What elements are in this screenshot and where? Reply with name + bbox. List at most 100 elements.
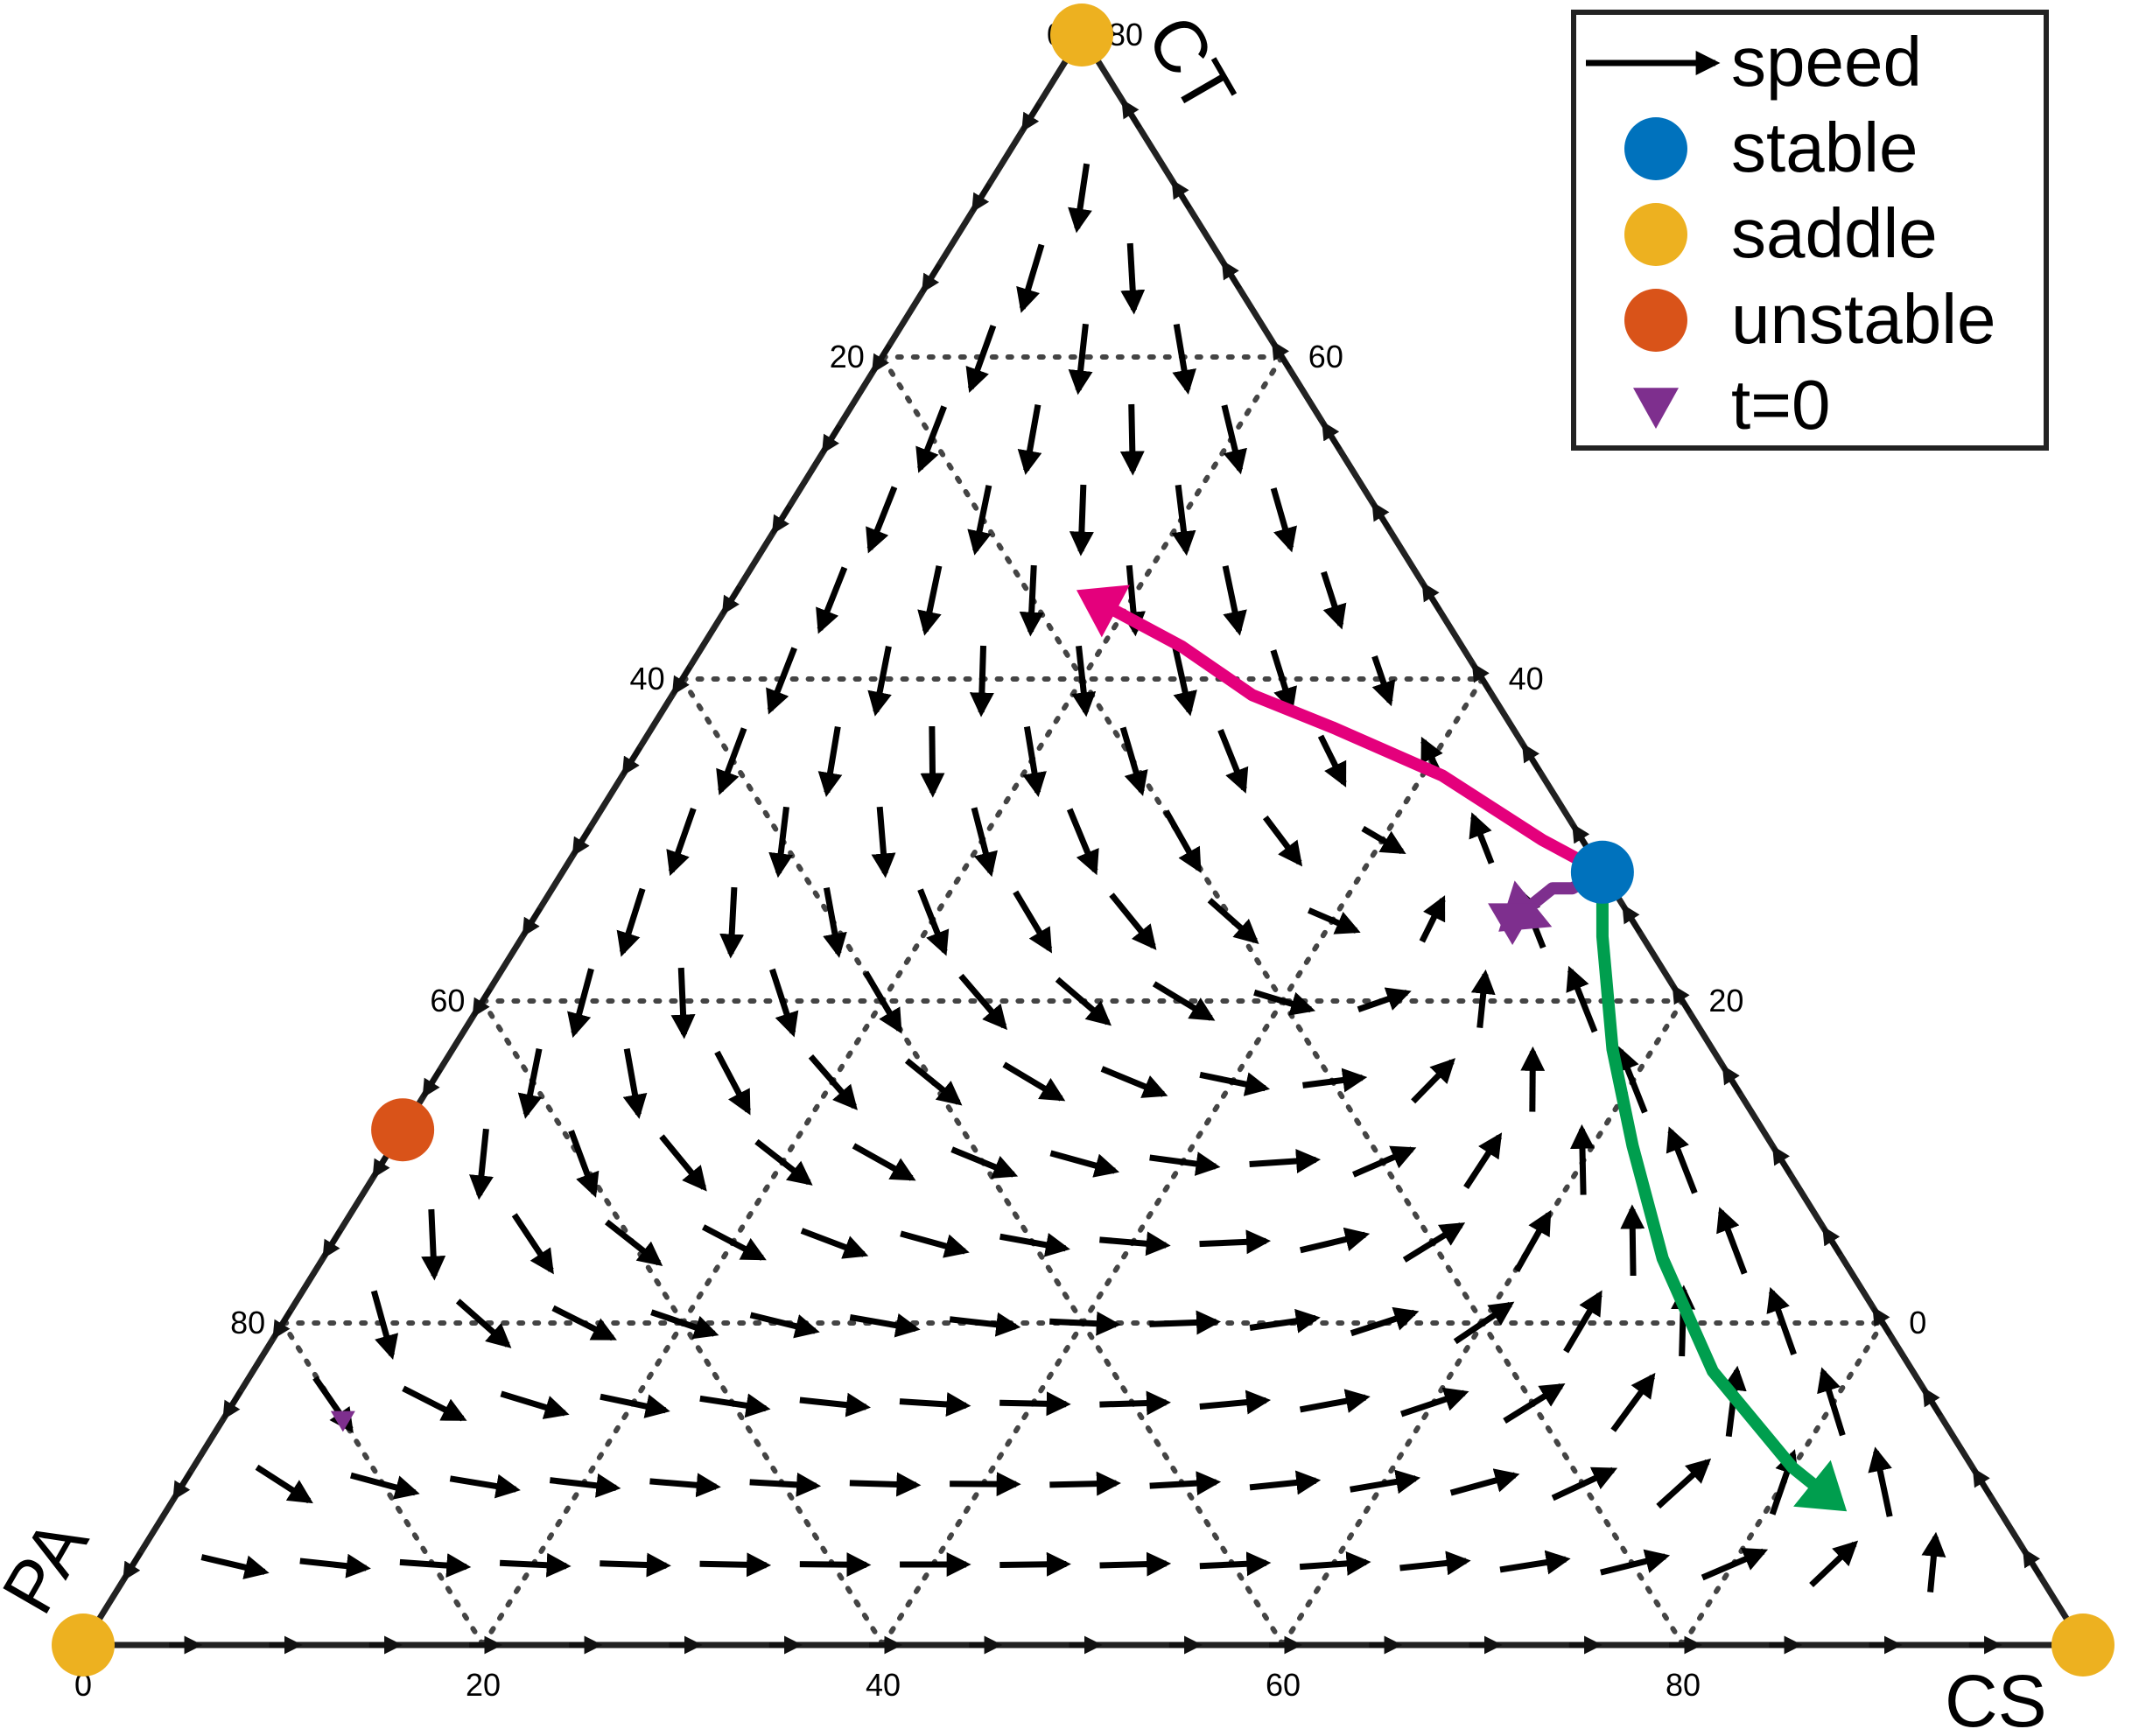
edge-arrow: [971, 182, 992, 213]
field-arrow: [1149, 1310, 1222, 1335]
field-arrow: [917, 888, 950, 956]
field-arrow: [1099, 1231, 1171, 1256]
field-arrow: [349, 1472, 420, 1500]
field-arrow: [1017, 403, 1042, 475]
edge-arrow: [1522, 743, 1542, 774]
field-arrow: [1066, 808, 1099, 876]
field-arrow: [1350, 1306, 1420, 1337]
field-arrow: [768, 806, 794, 878]
field-arrow: [600, 1552, 671, 1578]
field-arrow: [900, 1230, 970, 1258]
vector-field: [200, 163, 1946, 1592]
field-arrow: [1249, 1149, 1322, 1173]
tick-label-bottom: 40: [866, 1667, 901, 1703]
legend-label: t=0: [1731, 366, 1830, 444]
field-arrow: [511, 1213, 554, 1275]
edge-arrow: [1622, 904, 1643, 934]
field-arrow: [1022, 725, 1047, 798]
field-arrow: [1199, 1551, 1272, 1577]
field-arrow: [1071, 645, 1097, 718]
unstable-point: [371, 1098, 435, 1162]
tick-label-right: 40: [1509, 661, 1544, 696]
tick-label-right: 80: [1108, 17, 1143, 52]
field-arrow: [1463, 1132, 1503, 1189]
field-arrow: [1171, 484, 1196, 556]
field-arrow: [659, 1134, 707, 1192]
field-arrow: [749, 1472, 822, 1497]
legend-marker-t0: [1633, 388, 1679, 429]
legend-label: speed: [1731, 23, 1922, 101]
tick-label-bottom: 20: [466, 1667, 501, 1703]
field-arrow: [969, 645, 994, 718]
field-arrow: [551, 1305, 617, 1341]
field-arrow: [1371, 654, 1396, 707]
field-arrow: [604, 1219, 663, 1266]
field-arrow: [1217, 729, 1249, 794]
edge-arrow: [721, 584, 742, 615]
edge-arrow: [1121, 99, 1142, 130]
legend-box: [1571, 10, 2049, 451]
stable-point: [1570, 840, 1634, 904]
edge-arrow: [1722, 1065, 1743, 1096]
field-arrow: [769, 968, 799, 1038]
field-arrow: [1716, 1207, 1748, 1275]
field-arrow: [808, 1054, 858, 1110]
edge-arrow: [1972, 1467, 1993, 1498]
field-arrow: [1809, 1540, 1859, 1588]
field-arrow: [499, 1552, 572, 1578]
field-arrow: [1921, 1531, 1946, 1592]
edge-arrow: [472, 987, 493, 1018]
edge-arrow: [1922, 1387, 1943, 1418]
edge-arrow: [522, 906, 543, 937]
field-arrow: [1249, 1470, 1322, 1495]
field-arrow: [568, 1130, 600, 1198]
field-arrow: [766, 647, 797, 715]
edge-arrow: [1171, 179, 1192, 210]
field-arrow: [1055, 976, 1112, 1026]
field-arrow: [1321, 570, 1347, 630]
vertex-label-cs: CS: [1945, 1660, 2047, 1736]
field-arrow: [799, 1552, 872, 1578]
edge-arrow: [322, 1228, 343, 1259]
field-arrow: [920, 725, 945, 798]
trajectory-line: [1595, 865, 1840, 1507]
field-arrow: [1352, 1145, 1417, 1178]
field-arrow: [950, 1146, 1019, 1179]
field-arrow: [999, 1551, 1071, 1577]
field-arrow: [999, 1233, 1070, 1257]
tick-label-left: 40: [630, 661, 665, 696]
field-arrow: [849, 1472, 922, 1497]
field-arrow: [299, 1553, 371, 1578]
field-arrow: [1049, 1311, 1121, 1336]
field-arrow: [1120, 242, 1146, 315]
field-arrow: [455, 1298, 512, 1348]
field-arrow: [1551, 1466, 1618, 1502]
saddle-point: [2051, 1614, 2114, 1676]
field-arrow: [469, 1128, 494, 1200]
field-arrow: [650, 1309, 719, 1340]
field-arrow: [899, 1392, 971, 1417]
field-arrow: [421, 1208, 446, 1281]
field-arrow: [616, 887, 646, 957]
field-arrow: [399, 1553, 472, 1578]
tick-labels: 020406080806040200020406080: [74, 17, 1926, 1703]
field-arrow: [1357, 987, 1412, 1013]
field-arrow: [600, 1393, 670, 1418]
field-arrow: [1402, 1222, 1466, 1263]
edge-arrow: [1672, 984, 1693, 1015]
fixed-points: [52, 4, 2114, 1676]
edge-arrow: [1021, 102, 1041, 132]
field-arrow: [1610, 1372, 1656, 1432]
field-arrow: [1666, 1126, 1698, 1194]
tick-label-bottom: 80: [1666, 1667, 1701, 1703]
field-arrow: [867, 646, 892, 717]
field-arrow: [904, 1058, 963, 1106]
edge-arrow: [2023, 1548, 2043, 1578]
field-arrow: [1563, 1290, 1602, 1354]
edge-arrow: [1272, 340, 1292, 371]
field-arrow: [863, 970, 902, 1034]
field-arrow: [1469, 812, 1495, 864]
field-arrow: [1172, 646, 1197, 717]
field-arrow: [1099, 1551, 1172, 1577]
saddle-point: [52, 1614, 115, 1676]
